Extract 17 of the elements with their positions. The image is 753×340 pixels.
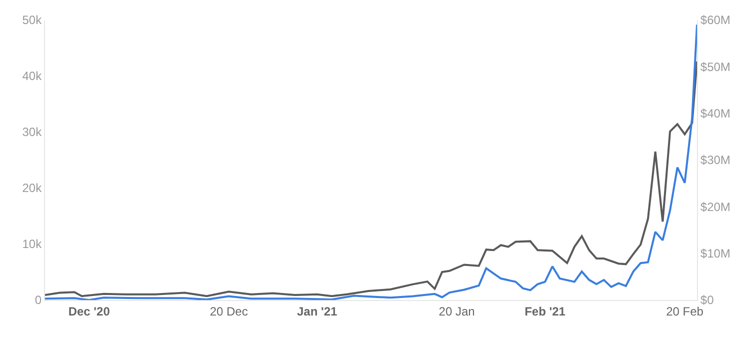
y-tick-label: 50k: [22, 13, 43, 28]
y2-tick-label: $60M: [700, 13, 730, 28]
y-tick-label: 40k: [22, 69, 43, 84]
x-tick-label: Feb '21: [524, 304, 566, 318]
x-tick-label: Dec '20: [68, 304, 110, 318]
y-tick-label: 10k: [22, 237, 43, 252]
y-tick-label: 20k: [22, 181, 43, 196]
y-tick-label: 30k: [22, 125, 43, 140]
y2-tick-label: $10M: [700, 246, 730, 261]
y2-tick-label: $30M: [700, 153, 730, 168]
y2-tick-label: $40M: [700, 106, 730, 121]
y2-tick-label: $20M: [700, 200, 730, 214]
x-tick-label: 20 Jan: [438, 304, 475, 318]
x-tick-label: 20 Dec: [210, 304, 248, 318]
x-tick-label: Jan '21: [296, 304, 338, 318]
y-tick-label: 0: [34, 293, 42, 308]
y2-tick-label: $50M: [700, 60, 730, 74]
